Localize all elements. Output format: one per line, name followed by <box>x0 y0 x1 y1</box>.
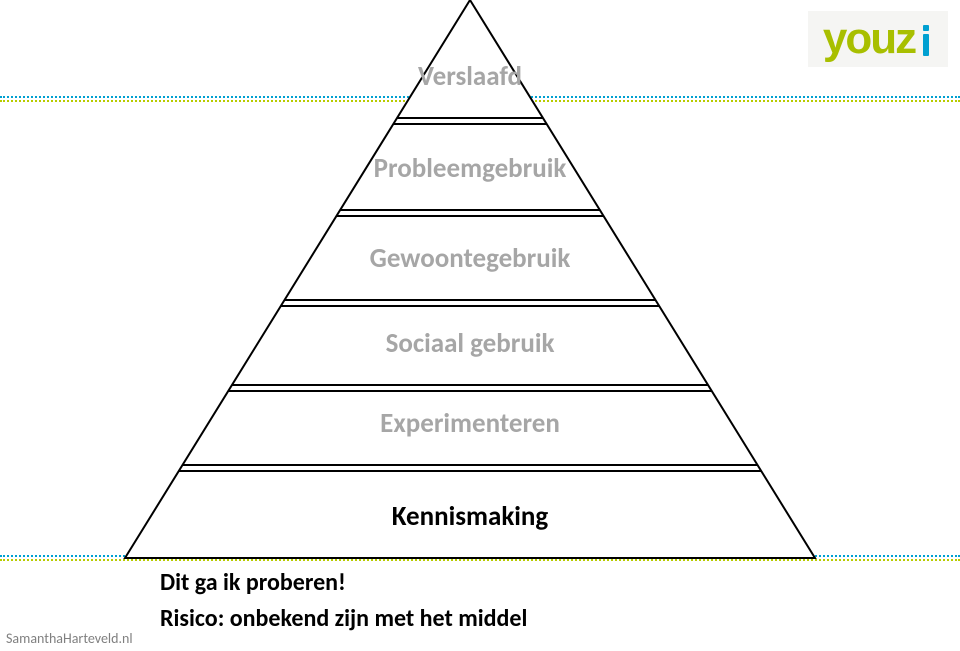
pyramid-diagram <box>0 0 960 651</box>
logo: youz <box>808 11 948 67</box>
note-line-2: Risico: onbekend zijn met het middel <box>160 604 527 633</box>
level-label-2: Gewoontegebruik <box>370 242 571 275</box>
note-line-1: Dit ga ik proberen! <box>160 568 346 597</box>
level-label-3: Sociaal gebruik <box>386 327 555 360</box>
logo-accent-icon <box>919 19 933 59</box>
level-label-0: Verslaafd <box>418 60 522 93</box>
level-label-1: Probleemgebruik <box>374 152 567 185</box>
level-label-5: Kennismaking <box>392 500 548 533</box>
logo-text: youz <box>823 17 915 61</box>
level-label-4: Experimenteren <box>380 407 560 440</box>
footer-source: SamanthaHarteveld.nl <box>6 630 133 647</box>
